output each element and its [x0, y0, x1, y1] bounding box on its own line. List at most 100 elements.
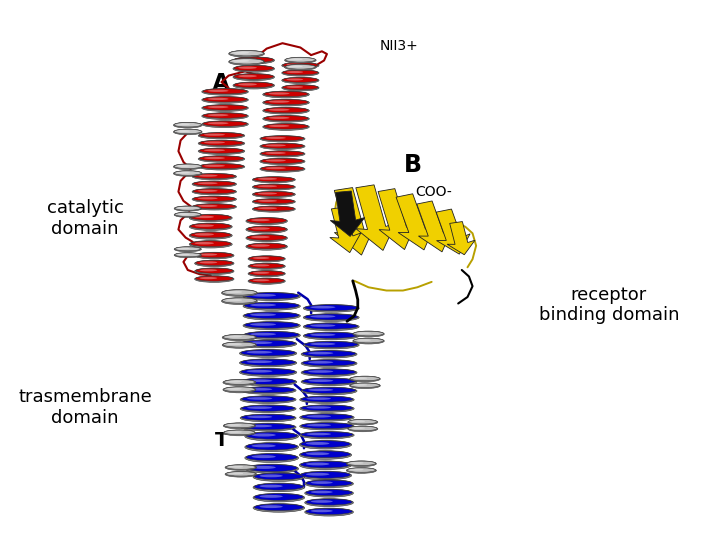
Ellipse shape	[347, 468, 376, 472]
Ellipse shape	[266, 152, 286, 154]
Ellipse shape	[347, 461, 376, 465]
Ellipse shape	[301, 369, 357, 376]
Ellipse shape	[266, 159, 286, 161]
Ellipse shape	[226, 291, 242, 293]
Ellipse shape	[233, 65, 274, 72]
Ellipse shape	[202, 121, 248, 127]
Ellipse shape	[241, 369, 295, 375]
Ellipse shape	[241, 396, 294, 402]
Ellipse shape	[197, 190, 217, 192]
Ellipse shape	[247, 416, 272, 418]
Ellipse shape	[301, 471, 351, 478]
Ellipse shape	[300, 461, 351, 470]
Ellipse shape	[251, 219, 270, 221]
Ellipse shape	[252, 177, 295, 183]
Ellipse shape	[247, 226, 287, 232]
Ellipse shape	[348, 426, 378, 432]
Ellipse shape	[240, 423, 296, 431]
Ellipse shape	[356, 332, 371, 334]
Ellipse shape	[356, 339, 371, 341]
Ellipse shape	[241, 378, 295, 384]
Ellipse shape	[311, 481, 333, 484]
Ellipse shape	[300, 440, 351, 449]
Ellipse shape	[174, 247, 202, 252]
Ellipse shape	[263, 91, 310, 98]
Ellipse shape	[228, 431, 242, 433]
Ellipse shape	[247, 235, 287, 240]
Ellipse shape	[303, 305, 359, 312]
Ellipse shape	[207, 106, 228, 108]
Ellipse shape	[248, 263, 285, 269]
Ellipse shape	[228, 424, 242, 426]
Ellipse shape	[192, 204, 237, 210]
Ellipse shape	[250, 323, 276, 326]
Ellipse shape	[224, 423, 255, 428]
Ellipse shape	[264, 91, 308, 97]
Ellipse shape	[174, 123, 202, 127]
Ellipse shape	[194, 252, 234, 259]
Ellipse shape	[223, 387, 256, 393]
Ellipse shape	[269, 92, 289, 94]
Ellipse shape	[247, 244, 287, 249]
Ellipse shape	[252, 199, 295, 205]
FancyArrow shape	[330, 207, 361, 253]
Ellipse shape	[301, 360, 357, 367]
Ellipse shape	[190, 241, 231, 247]
Ellipse shape	[224, 380, 255, 384]
Ellipse shape	[289, 65, 302, 68]
Ellipse shape	[253, 503, 305, 512]
Ellipse shape	[194, 260, 234, 267]
Ellipse shape	[264, 116, 308, 121]
Ellipse shape	[302, 350, 356, 357]
Ellipse shape	[240, 405, 296, 413]
Ellipse shape	[243, 292, 300, 301]
Ellipse shape	[246, 464, 297, 471]
Ellipse shape	[301, 396, 353, 402]
Ellipse shape	[354, 384, 367, 386]
Ellipse shape	[243, 312, 300, 320]
Ellipse shape	[248, 278, 285, 284]
Ellipse shape	[301, 451, 351, 458]
Ellipse shape	[266, 167, 286, 169]
Ellipse shape	[253, 493, 305, 502]
Ellipse shape	[199, 269, 217, 272]
Ellipse shape	[253, 279, 269, 281]
Ellipse shape	[196, 253, 233, 258]
Ellipse shape	[249, 256, 284, 261]
Ellipse shape	[300, 450, 351, 460]
Ellipse shape	[251, 466, 276, 469]
Ellipse shape	[260, 151, 305, 157]
Ellipse shape	[199, 164, 243, 169]
Ellipse shape	[202, 105, 248, 111]
Ellipse shape	[246, 341, 272, 344]
Ellipse shape	[243, 331, 300, 340]
Text: COO-: COO-	[415, 185, 452, 199]
Ellipse shape	[254, 483, 303, 490]
Ellipse shape	[284, 64, 316, 70]
Ellipse shape	[178, 254, 190, 255]
Ellipse shape	[260, 166, 305, 172]
Ellipse shape	[222, 289, 257, 296]
Ellipse shape	[207, 90, 228, 92]
Ellipse shape	[259, 475, 283, 477]
Ellipse shape	[301, 441, 351, 448]
Ellipse shape	[174, 129, 202, 134]
Ellipse shape	[198, 140, 245, 147]
Ellipse shape	[196, 276, 233, 281]
Ellipse shape	[305, 314, 358, 320]
Ellipse shape	[223, 430, 256, 436]
Ellipse shape	[246, 218, 287, 225]
Ellipse shape	[245, 443, 299, 451]
Ellipse shape	[197, 182, 217, 184]
Ellipse shape	[245, 464, 299, 473]
Ellipse shape	[311, 491, 333, 494]
Ellipse shape	[248, 256, 285, 262]
Ellipse shape	[306, 453, 330, 455]
Ellipse shape	[305, 323, 358, 329]
Text: trasmembrane
domain: trasmembrane domain	[18, 388, 152, 427]
Ellipse shape	[238, 58, 257, 60]
Ellipse shape	[199, 261, 217, 264]
Ellipse shape	[254, 473, 303, 480]
Ellipse shape	[258, 178, 277, 180]
Ellipse shape	[199, 148, 243, 153]
